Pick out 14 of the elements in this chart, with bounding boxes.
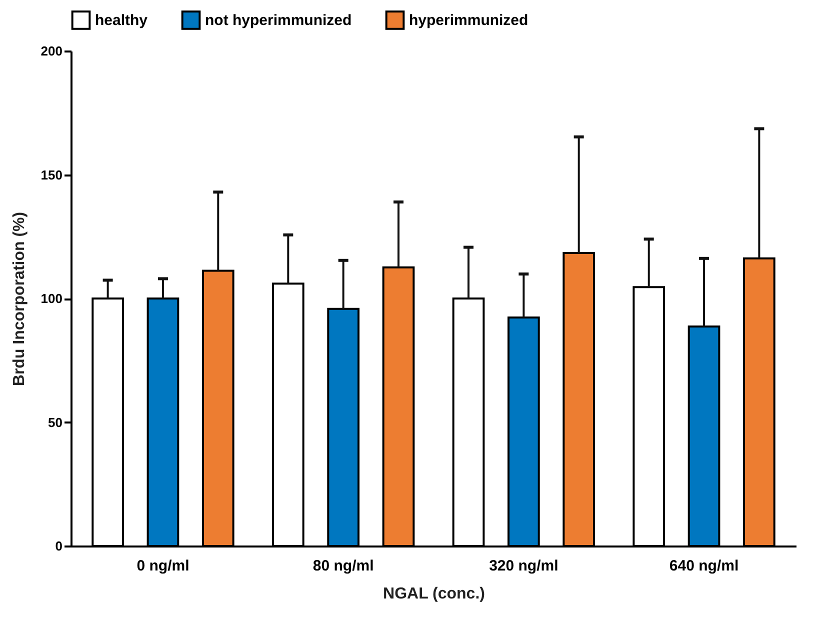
y-tick-label: 100 bbox=[40, 291, 62, 306]
legend-label: not hyperimmunized bbox=[205, 12, 352, 30]
legend-label: healthy bbox=[95, 12, 148, 30]
y-tick-label: 150 bbox=[40, 167, 62, 182]
x-tick-label: 0 ng/ml bbox=[136, 558, 190, 574]
x-axis-title: NGAL (conc.) bbox=[383, 586, 485, 602]
y-tick-label: 50 bbox=[48, 414, 62, 430]
y-axis-title: Brdu Incorporation (%) bbox=[10, 212, 28, 386]
y-tick-label: 0 bbox=[55, 538, 62, 554]
legend-label: hyperimmunized bbox=[409, 12, 528, 30]
x-tick-label: 320 ng/ml bbox=[489, 558, 558, 574]
y-tick-label: 200 bbox=[40, 44, 62, 58]
x-tick-label: 80 ng/ml bbox=[312, 558, 374, 574]
x-tick-label: 640 ng/ml bbox=[669, 558, 739, 574]
